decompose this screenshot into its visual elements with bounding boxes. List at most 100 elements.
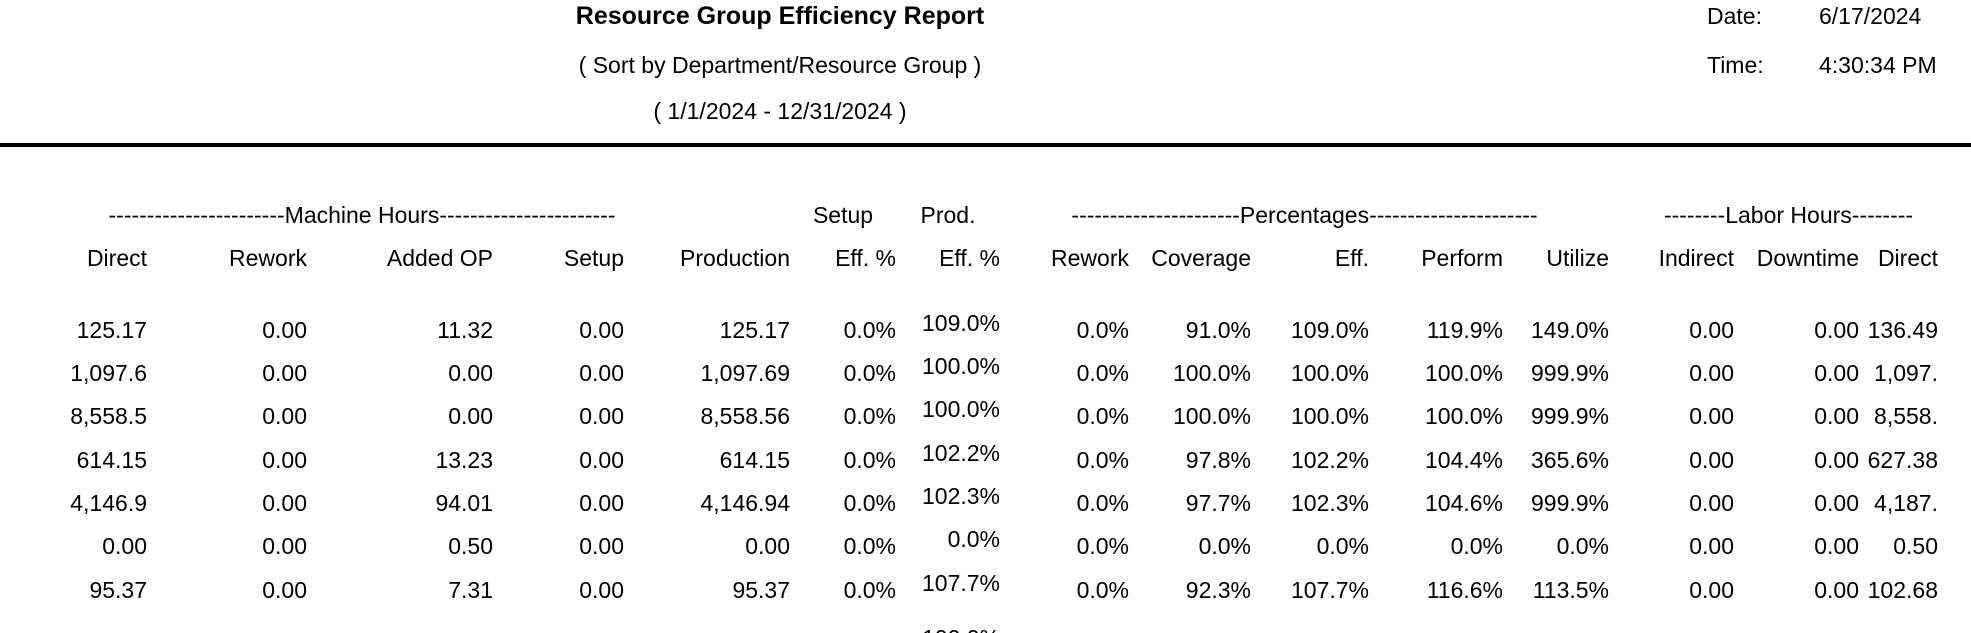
table-cell: 109.0%	[1290, 316, 1369, 343]
group-header-percentages: ----------------------Percentages-------…	[1071, 202, 1538, 229]
table-cell: 365.6%	[1530, 446, 1609, 473]
table-cell: 0.00	[1814, 576, 1859, 603]
table-row: 0.00 0.00 0.50 0.00 0.00 0.0% 0.0% 0.0% 0.0% 0.0%…	[0, 525, 1971, 568]
table-cell: 0.00	[1689, 489, 1734, 516]
table-cell: 999.9%	[1530, 360, 1609, 387]
table-cell: 0.00	[448, 360, 493, 387]
table-cell: 614.15	[76, 446, 147, 473]
table-cell: 95.37	[89, 576, 147, 603]
table-cell: 999.9%	[1530, 489, 1609, 516]
table-cell: 104.4%	[1424, 446, 1503, 473]
table-cell: 125.17	[76, 316, 147, 343]
table-cell: 92.3%	[1185, 576, 1251, 603]
table-cell: 0.00	[262, 489, 307, 516]
table-cell: 0.0%	[1198, 533, 1251, 560]
table-cell: 0.00	[1689, 533, 1734, 560]
table-cell: 100.0%	[921, 353, 1000, 380]
table-cell: 614.15	[719, 446, 790, 473]
table-cell: 0.00	[1689, 576, 1734, 603]
column-header-12: Utilize	[1546, 245, 1609, 272]
group-header-row: -----------------------Machine Hours----…	[0, 194, 1971, 237]
column-header-14: Downtime	[1756, 245, 1859, 272]
table-cell: 0.0%	[843, 403, 896, 430]
table-cell: 0.00	[102, 533, 147, 560]
table-cell: 91.0%	[1185, 316, 1251, 343]
column-header-7: Eff. %	[939, 245, 1000, 272]
table-cell: 0.0%	[1076, 360, 1129, 387]
table-cell: 0.0%	[843, 489, 896, 516]
partial-prod-eff-value: 100.0%	[922, 625, 1000, 633]
table-cell: 0.00	[579, 533, 624, 560]
column-header-6: Eff. %	[835, 245, 896, 272]
table-cell: 0.0%	[1076, 489, 1129, 516]
table-cell: 102.68	[1867, 576, 1938, 603]
table-cell: 627.38	[1867, 446, 1938, 473]
table-cell: 0.00	[579, 316, 624, 343]
time-label: Time:	[1707, 52, 1764, 78]
table-cell: 0.0%	[1076, 446, 1129, 473]
table-cell: 999.9%	[1530, 403, 1609, 430]
column-header-4: Setup	[563, 245, 624, 272]
table-cell: 102.2%	[921, 439, 1000, 466]
table-cell: 0.00	[1814, 360, 1859, 387]
table-cell: 0.0%	[1076, 403, 1129, 430]
table-cell: 0.0%	[843, 446, 896, 473]
table-cell: 94.01	[435, 489, 493, 516]
table-cell: 0.00	[1814, 533, 1859, 560]
table-body: 125.17 0.00 11.32 0.00 125.17 0.0% 109.0% 0.0% 9…	[0, 309, 1971, 612]
table-cell: 0.00	[262, 576, 307, 603]
column-header-8: Rework	[1051, 245, 1129, 272]
table-cell: 0.00	[262, 316, 307, 343]
table-cell: 1,097.69	[700, 360, 790, 387]
column-header-11: Perform	[1421, 245, 1503, 272]
table-cell: 0.0%	[843, 316, 896, 343]
table-cell: 0.0%	[947, 526, 1000, 553]
table-cell: 0.00	[1814, 403, 1859, 430]
report-title: Resource Group Efficiency Report	[575, 2, 985, 30]
table-cell: 107.7%	[921, 569, 1000, 596]
group-header-labor-hours: --------Labor Hours--------	[1663, 202, 1914, 229]
table-row: 95.37 0.00 7.31 0.00 95.37 0.0% 107.7% 0.0% 92.3…	[0, 568, 1971, 611]
column-header-5: Production	[680, 245, 790, 272]
table-cell: 100.0%	[1290, 360, 1369, 387]
table-cell: 8,558.56	[700, 403, 790, 430]
column-header-15: Direct	[1877, 245, 1938, 272]
table-cell: 1,097.	[1874, 360, 1938, 387]
table-cell: 0.00	[262, 446, 307, 473]
table-cell: 0.0%	[843, 576, 896, 603]
table-cell: 4,146.9	[70, 489, 147, 516]
table-cell: 102.3%	[1290, 489, 1369, 516]
report-time-line: Time: 4:30:34 PM	[1707, 50, 1937, 80]
table-cell: 0.00	[579, 446, 624, 473]
table-cell: 0.0%	[843, 360, 896, 387]
table-cell: 0.00	[1814, 316, 1859, 343]
table-cell: 116.6%	[1426, 576, 1503, 603]
table-cell: 0.0%	[1316, 533, 1369, 560]
report-date-line: Date: 6/17/2024	[1707, 1, 1921, 31]
table-cell: 0.00	[262, 360, 307, 387]
time-value: 4:30:34 PM	[1819, 52, 1937, 78]
table-cell: 100.0%	[1172, 360, 1251, 387]
table-cell: 119.9%	[1426, 316, 1503, 343]
table-cell: 102.2%	[1290, 446, 1369, 473]
table-cell: 0.0%	[1450, 533, 1503, 560]
report-sort-subtitle: ( Sort by Department/Resource Group )	[578, 52, 982, 78]
table-cell: 0.00	[1689, 403, 1734, 430]
table-cell: 97.7%	[1185, 489, 1251, 516]
group-header-machine-hours: -----------------------Machine Hours----…	[108, 202, 616, 229]
partial-prod-eff-cell: 100.0%	[896, 625, 1000, 633]
table-cell: 97.8%	[1185, 446, 1251, 473]
header-divider	[0, 143, 1971, 147]
table-cell: 0.00	[262, 403, 307, 430]
date-label: Date:	[1707, 3, 1762, 29]
table-cell: 100.0%	[1290, 403, 1369, 430]
table-cell: 100.0%	[1424, 403, 1503, 430]
table-row: 4,146.9 0.00 94.01 0.00 4,146.94 0.0% 102.3% 0.…	[0, 482, 1971, 525]
table-cell: 102.3%	[921, 482, 1000, 509]
table-row-partial: 100.0%	[0, 624, 1971, 633]
table-cell: 0.00	[1689, 360, 1734, 387]
table-cell: 0.00	[448, 403, 493, 430]
table-cell: 100.0%	[921, 396, 1000, 423]
group-header-prod: Prod.	[920, 202, 976, 229]
